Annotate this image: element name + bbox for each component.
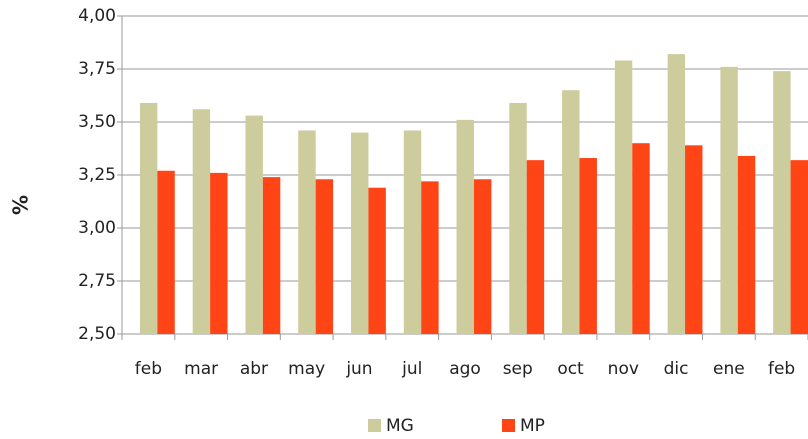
bar — [315, 179, 334, 334]
y-tick-label: 3,50 — [78, 112, 116, 132]
x-tick-label: sep — [503, 359, 533, 379]
y-tick-label: 2,75 — [78, 271, 116, 291]
bar — [245, 115, 263, 334]
bar — [667, 54, 686, 334]
bar — [773, 71, 791, 335]
bar — [456, 119, 474, 334]
x-tick-label: dic — [664, 359, 689, 379]
bar — [368, 187, 386, 334]
x-tick-label: feb — [135, 359, 162, 379]
x-tick-label: ene — [713, 359, 745, 379]
y-tick-label: 3,25 — [78, 165, 116, 185]
bar — [790, 160, 808, 334]
bar — [139, 102, 158, 334]
x-tick-label: nov — [608, 359, 639, 379]
x-tick-label: feb — [768, 359, 795, 379]
bar — [210, 172, 228, 334]
bar — [473, 179, 492, 334]
x-tick-label: may — [288, 359, 325, 379]
bar — [262, 177, 281, 334]
x-tick-label: ago — [449, 359, 481, 379]
y-tick-label: 2,50 — [78, 324, 116, 344]
bar — [526, 160, 545, 334]
y-tick-label: 3,00 — [78, 218, 116, 238]
legend-label: MG — [386, 416, 414, 436]
bar — [579, 158, 597, 334]
bar — [192, 109, 211, 334]
x-tick-label: mar — [184, 359, 218, 379]
bar — [685, 145, 703, 334]
x-tick-label: jun — [345, 359, 372, 379]
bar — [737, 155, 756, 334]
legend-label: MP — [520, 416, 545, 436]
x-tick-label: oct — [557, 359, 584, 379]
legend-swatch — [368, 419, 381, 432]
y-axis-label: % — [9, 195, 33, 215]
bar — [632, 143, 650, 334]
y-tick-label: 4,00 — [78, 6, 116, 26]
bar — [351, 132, 369, 334]
x-tick-label: abr — [240, 359, 268, 379]
legend-swatch — [502, 419, 515, 432]
bar — [298, 130, 316, 334]
y-tick-label: 3,75 — [78, 59, 116, 79]
bar — [720, 66, 738, 334]
bar — [562, 90, 580, 334]
bar — [157, 170, 175, 334]
bar — [403, 130, 422, 334]
bar — [614, 60, 633, 335]
x-tick-label: jul — [401, 359, 422, 379]
bar — [509, 102, 527, 334]
bar — [421, 181, 439, 334]
